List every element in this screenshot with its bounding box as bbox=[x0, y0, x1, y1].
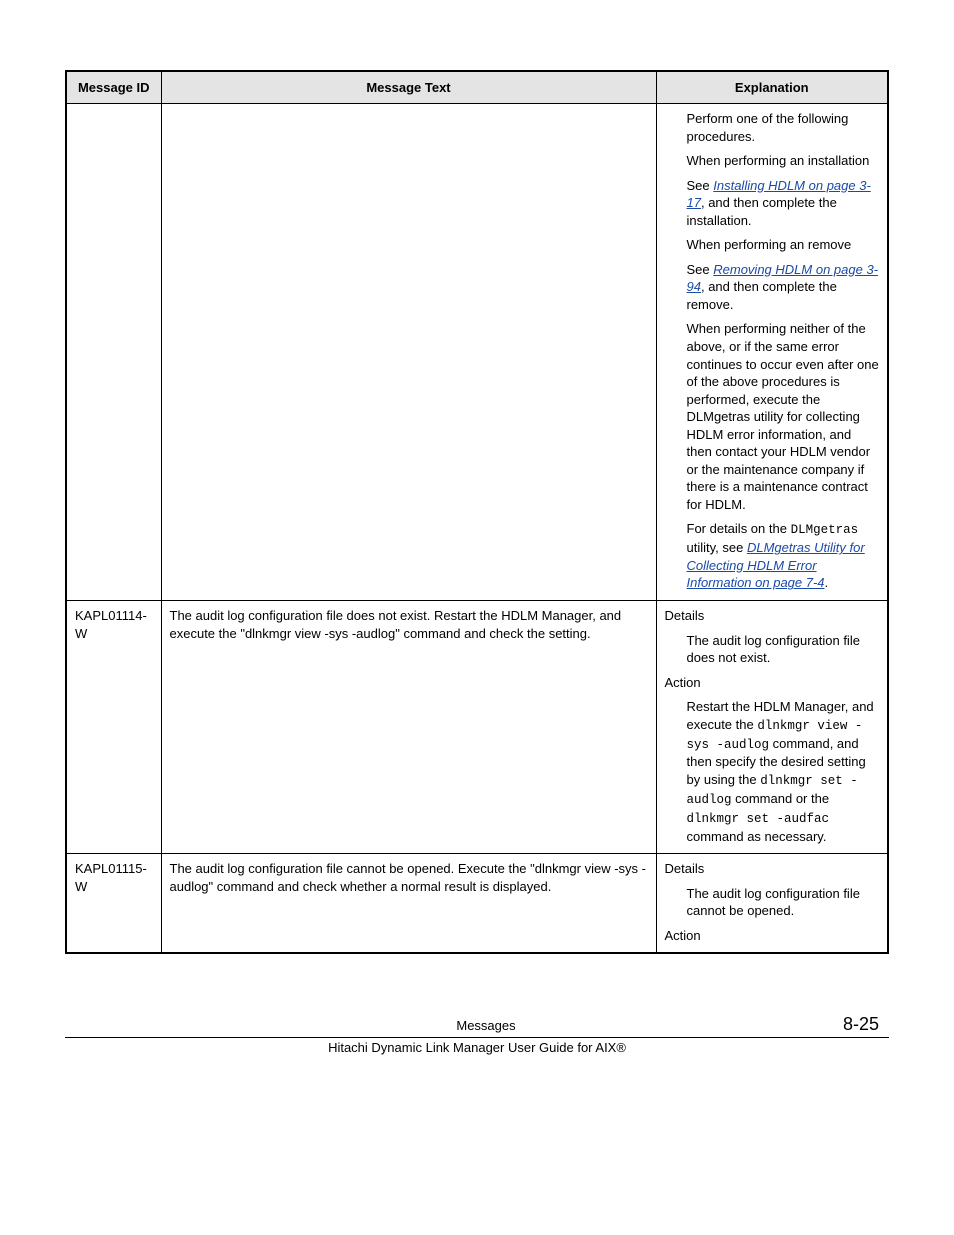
footer-book-title: Hitachi Dynamic Link Manager User Guide … bbox=[65, 1038, 889, 1055]
cell-explanation: Details The audit log configuration file… bbox=[656, 854, 888, 954]
th-message-text: Message Text bbox=[161, 71, 656, 104]
th-message-id: Message ID bbox=[66, 71, 161, 104]
details-label: Details bbox=[665, 860, 880, 878]
table-row: Perform one of the following procedures.… bbox=[66, 104, 888, 601]
text: command or the bbox=[732, 791, 830, 806]
text: utility, see bbox=[687, 540, 747, 555]
table-row: KAPL01115-W The audit log configuration … bbox=[66, 854, 888, 954]
action-label: Action bbox=[665, 674, 880, 692]
messages-table: Message ID Message Text Explanation Perf… bbox=[65, 70, 889, 954]
cell-msg-id: KAPL01115-W bbox=[66, 854, 161, 954]
exp-paragraph: See Installing HDLM on page 3-17, and th… bbox=[687, 177, 880, 230]
details-body: The audit log configuration file cannot … bbox=[687, 885, 880, 920]
action-label: Action bbox=[665, 927, 880, 945]
exp-paragraph: For details on the DLMgetras utility, se… bbox=[687, 520, 880, 592]
code-dlnkmgr-set-audfac: dlnkmgr set -audfac bbox=[687, 812, 830, 826]
page-footer: Messages 8-25 Hitachi Dynamic Link Manag… bbox=[65, 1014, 889, 1055]
cell-msg-text: The audit log configuration file does no… bbox=[161, 601, 656, 854]
details-label: Details bbox=[665, 607, 880, 625]
exp-paragraph: Perform one of the following procedures. bbox=[687, 110, 880, 145]
action-body: Restart the HDLM Manager, and execute th… bbox=[687, 698, 880, 845]
exp-paragraph: When performing an remove bbox=[687, 236, 880, 254]
code-dlmgetras: DLMgetras bbox=[791, 523, 859, 537]
text: command as necessary. bbox=[687, 829, 827, 844]
text: . bbox=[825, 575, 829, 590]
table-row: KAPL01114-W The audit log configuration … bbox=[66, 601, 888, 854]
text: , and then complete the installation. bbox=[687, 195, 837, 228]
cell-msg-text: The audit log configuration file cannot … bbox=[161, 854, 656, 954]
exp-paragraph: See Removing HDLM on page 3-94, and then… bbox=[687, 261, 880, 314]
cell-msg-id bbox=[66, 104, 161, 601]
text: See bbox=[687, 178, 714, 193]
text: , and then complete the remove. bbox=[687, 279, 837, 312]
footer-page-number: 8-25 bbox=[843, 1014, 885, 1035]
table-header-row: Message ID Message Text Explanation bbox=[66, 71, 888, 104]
th-explanation: Explanation bbox=[656, 71, 888, 104]
cell-explanation: Details The audit log configuration file… bbox=[656, 601, 888, 854]
details-body: The audit log configuration file does no… bbox=[687, 632, 880, 667]
text: See bbox=[687, 262, 714, 277]
text: For details on the bbox=[687, 521, 791, 536]
cell-explanation: Perform one of the following procedures.… bbox=[656, 104, 888, 601]
exp-paragraph: When performing neither of the above, or… bbox=[687, 320, 880, 513]
footer-section: Messages bbox=[129, 1018, 843, 1033]
cell-msg-text bbox=[161, 104, 656, 601]
exp-paragraph: When performing an installation bbox=[687, 152, 880, 170]
cell-msg-id: KAPL01114-W bbox=[66, 601, 161, 854]
